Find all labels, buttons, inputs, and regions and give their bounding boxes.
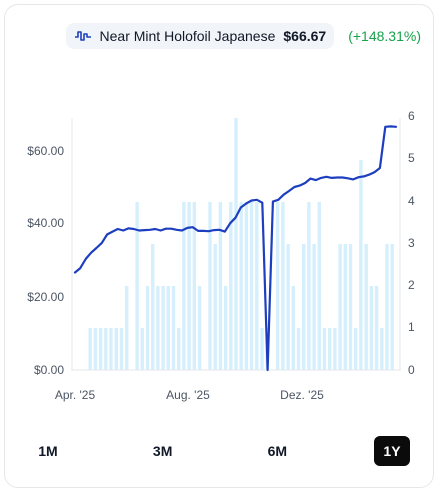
volume-bar [166, 286, 170, 370]
volume-bar [348, 244, 353, 370]
volume-bar [338, 244, 342, 370]
volume-bar [182, 202, 186, 370]
volume-bar [239, 202, 243, 370]
tab-1y[interactable]: 1Y [373, 436, 410, 466]
volume-bar [317, 202, 321, 370]
volume-bar [218, 202, 223, 370]
volume-bar [88, 328, 92, 370]
volume-bar [343, 244, 347, 370]
time-range-tabs: 1M 3M 6M 1Y [30, 436, 410, 466]
volume-bar [140, 328, 144, 370]
volume-bar [145, 286, 150, 370]
volume-bar [255, 202, 259, 370]
y-right-tick-label: 6 [408, 109, 415, 123]
volume-bar [390, 244, 394, 370]
y-right-tick-label: 0 [408, 363, 415, 377]
y-left-tick-label: $60.00 [27, 144, 64, 158]
volume-bar [322, 328, 327, 370]
volume-bar [374, 286, 379, 370]
x-tick-label: Apr. '25 [55, 388, 96, 402]
y-left-tick-label: $0.00 [34, 363, 64, 377]
volume-bar [234, 118, 238, 370]
tab-1m[interactable]: 1M [38, 443, 58, 459]
volume-bar [302, 244, 306, 370]
volume-bar [223, 286, 228, 370]
chart-header: Near Mint Holofoil Japanese $66.67 (+148… [65, 23, 421, 49]
volume-bar [291, 286, 295, 370]
volume-bar [354, 328, 358, 370]
y-right-tick-label: 5 [408, 151, 415, 165]
volume-bar [312, 244, 316, 370]
x-tick-label: Dez. '25 [280, 388, 324, 402]
volume-bar [275, 202, 280, 370]
volume-bar [177, 328, 181, 370]
y-right-tick-label: 2 [408, 278, 415, 292]
volume-bar [328, 328, 332, 370]
volume-bar [171, 286, 176, 370]
volume-bar [369, 286, 374, 370]
volume-bar [364, 244, 368, 370]
volume-bar [307, 202, 311, 370]
volume-bar [161, 286, 165, 370]
x-tick-label: Aug. '25 [166, 388, 210, 402]
volume-bar [296, 328, 301, 370]
volume-bar [229, 202, 233, 370]
price-change: (+148.31%) [348, 28, 421, 44]
volume-bar [156, 286, 160, 370]
volume-bar [135, 202, 139, 370]
volume-bar [281, 202, 285, 370]
series-legend[interactable]: Near Mint Holofoil Japanese $66.67 [65, 23, 335, 49]
volume-bar [244, 202, 249, 370]
y-left-tick-label: $20.00 [27, 290, 64, 304]
volume-bar [286, 244, 290, 370]
line-chart-icon [74, 29, 92, 43]
tab-3m[interactable]: 3M [152, 443, 173, 459]
volume-bar [119, 328, 124, 370]
current-price: $66.67 [283, 28, 327, 44]
volume-bars [88, 118, 394, 370]
volume-bar [197, 286, 202, 370]
volume-bar [208, 202, 212, 370]
y-right-tick-label: 4 [408, 194, 415, 208]
volume-bar [192, 202, 196, 370]
y-left-tick-label: $40.00 [27, 216, 64, 230]
volume-bar [333, 328, 337, 370]
volume-bar [385, 244, 389, 370]
volume-bar [125, 286, 129, 370]
series-label: Near Mint Holofoil Japanese [99, 28, 276, 44]
volume-bar [114, 328, 118, 370]
volume-bar [213, 244, 217, 370]
volume-bar [109, 328, 113, 370]
volume-bar [151, 244, 155, 370]
volume-bar [260, 328, 264, 370]
y-right-tick-label: 1 [408, 320, 415, 334]
volume-bar [104, 328, 108, 370]
volume-bar [359, 160, 363, 370]
volume-bar [93, 328, 98, 370]
price-line [73, 125, 398, 372]
tab-6m[interactable]: 6M [267, 443, 288, 459]
volume-bar [249, 202, 254, 370]
volume-bar [187, 202, 191, 370]
volume-bar [380, 328, 384, 370]
y-right-tick-label: 3 [408, 236, 415, 250]
volume-bar [98, 328, 103, 370]
